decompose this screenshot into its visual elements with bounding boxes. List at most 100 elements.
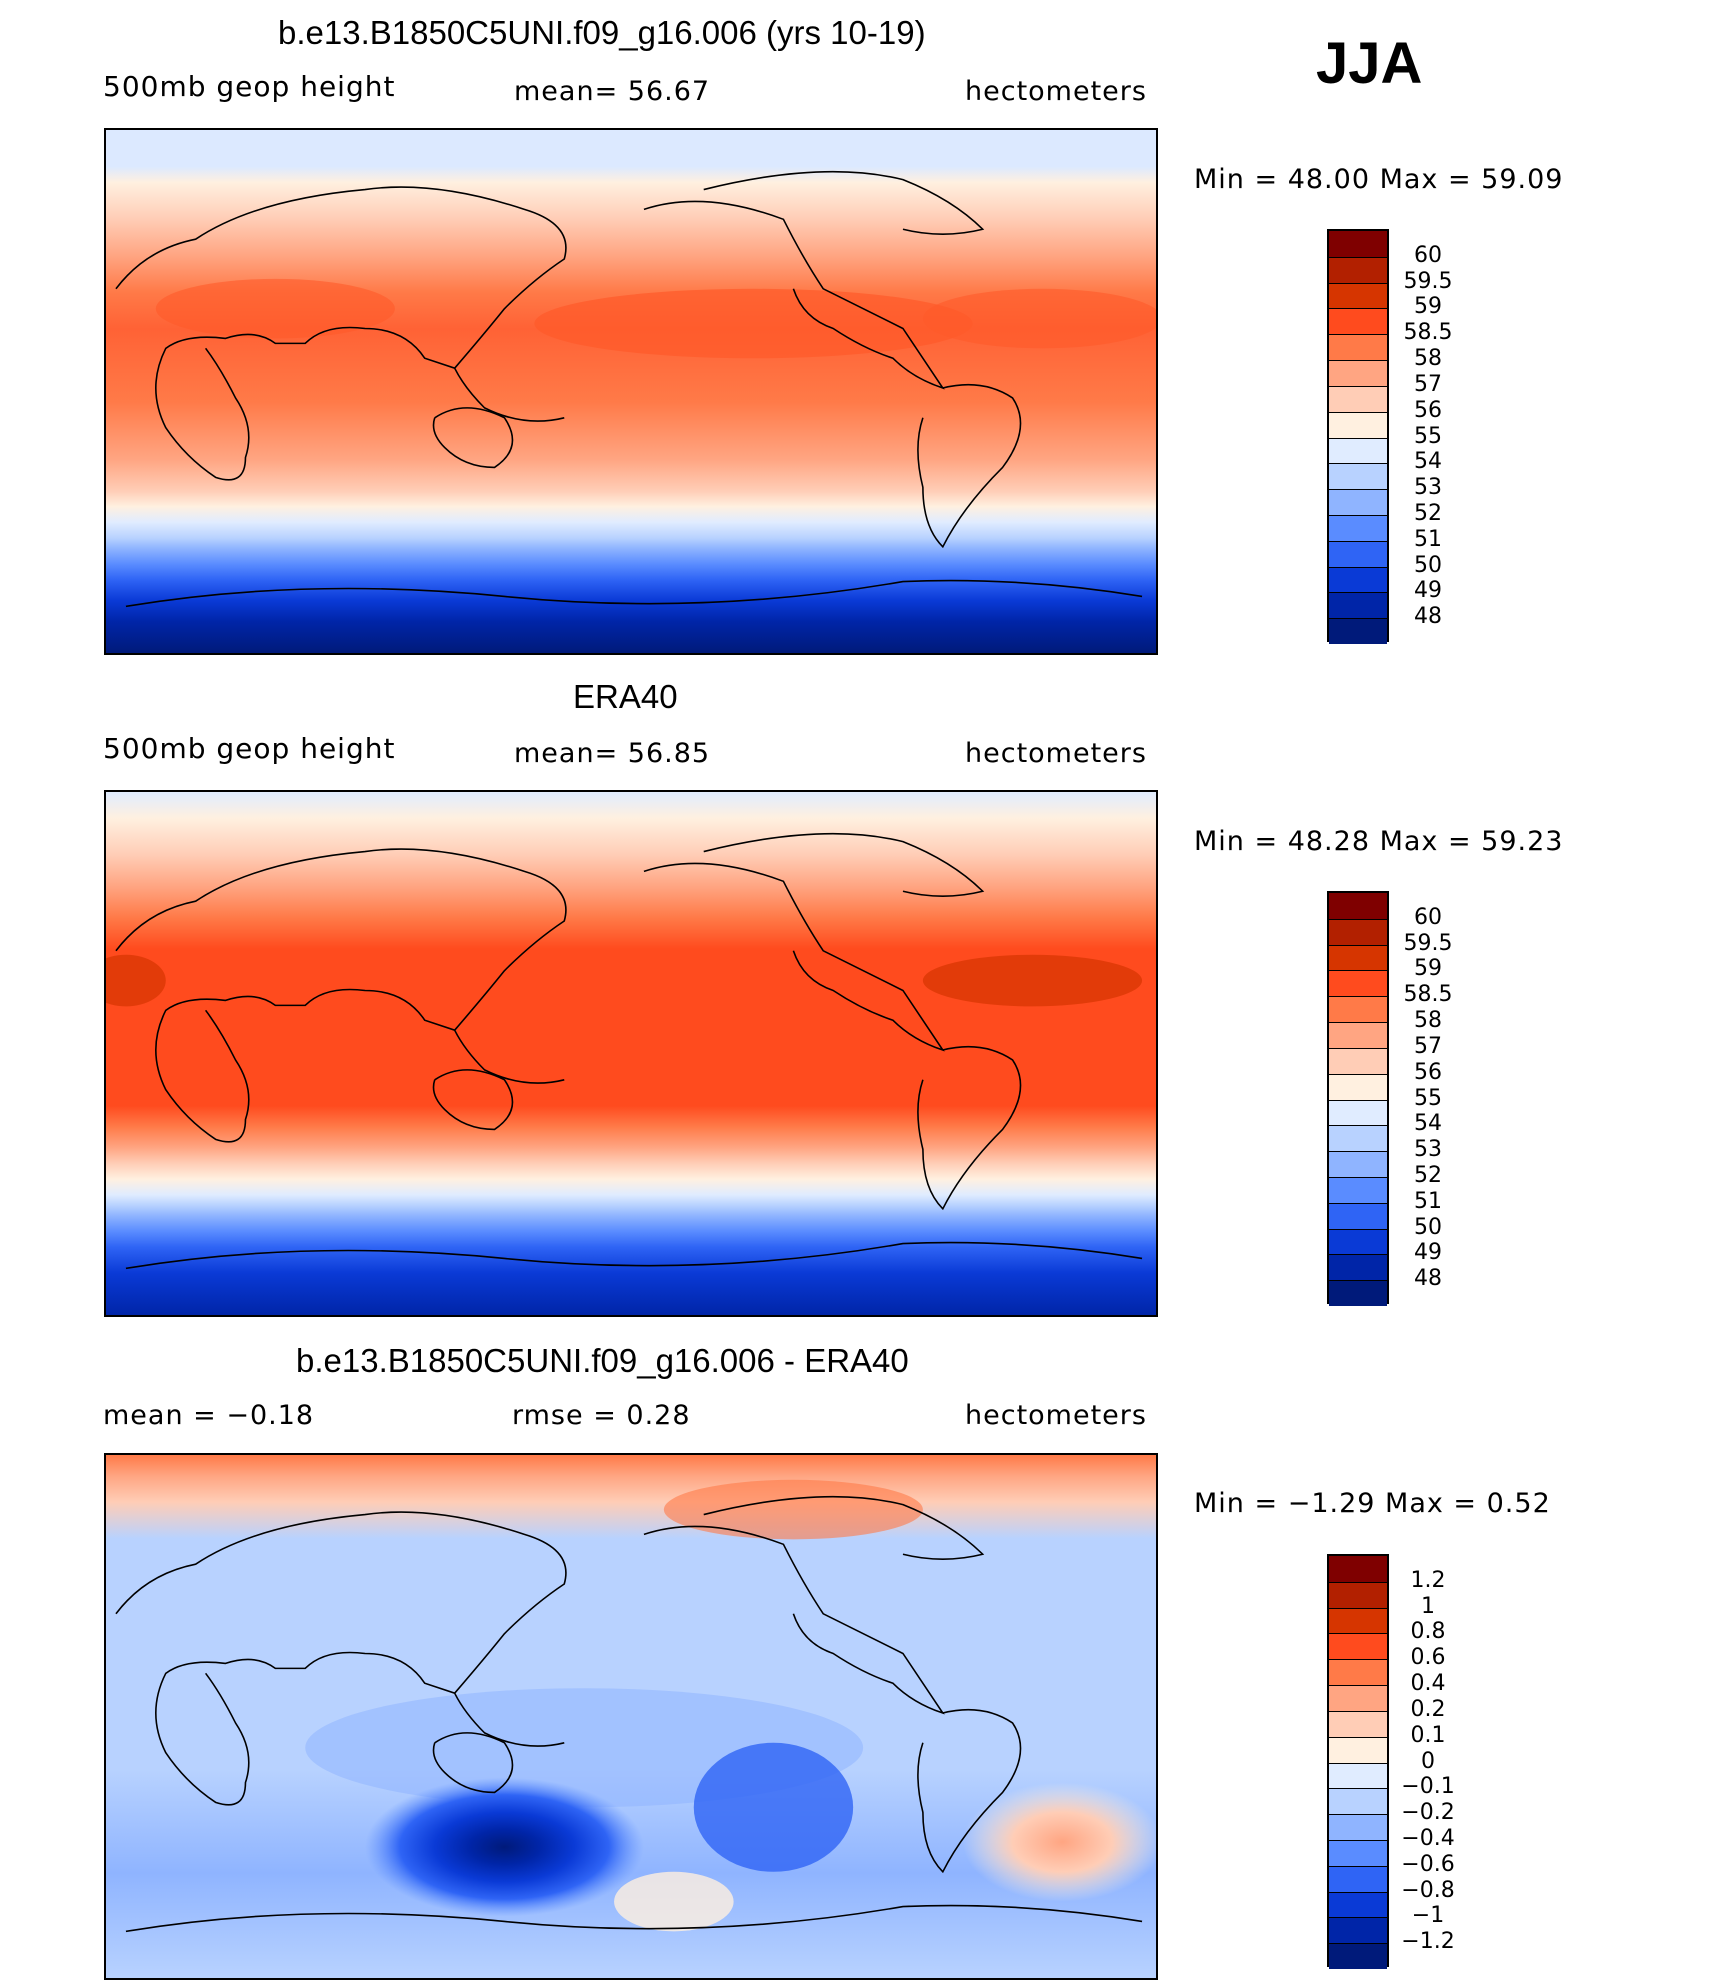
colorbar-swatch xyxy=(1329,1710,1387,1737)
colorbar-swatch xyxy=(1329,282,1387,309)
colorbar-swatch xyxy=(1329,411,1387,438)
colorbar-swatch xyxy=(1329,1814,1387,1840)
panel2-colorbar xyxy=(1327,891,1389,1306)
colorbar-swatch xyxy=(1329,1556,1387,1582)
colorbar-swatch xyxy=(1329,1659,1387,1686)
colorbar-tick-label: 55 xyxy=(1414,423,1442,449)
colorbar-tick-label: 59.5 xyxy=(1403,268,1453,294)
colorbar-swatch xyxy=(1329,334,1387,361)
colorbar-swatch xyxy=(1329,1176,1387,1203)
coastlines xyxy=(115,170,1143,608)
colorbar-tick-label: 53 xyxy=(1414,475,1442,501)
colorbar-tick-label: 50 xyxy=(1414,1214,1442,1240)
panel3-title: b.e13.B1850C5UNI.f09_g16.006 - ERA40 xyxy=(296,1342,909,1379)
colorbar-tick-label: −0.6 xyxy=(1401,1851,1455,1877)
colorbar-swatch xyxy=(1329,970,1387,997)
colorbar-tick-label: 52 xyxy=(1414,1162,1442,1188)
colorbar-swatch xyxy=(1329,1022,1387,1048)
colorbar-swatch xyxy=(1329,1943,1387,1969)
colorbar-swatch xyxy=(1329,1788,1387,1815)
panel1-minmax-label: Min = 48.00 Max = 59.09 xyxy=(1194,164,1564,195)
colorbar-swatch xyxy=(1329,893,1387,919)
colorbar-tick-label: −0.8 xyxy=(1401,1877,1455,1903)
colorbar-swatch xyxy=(1329,360,1387,386)
colorbar-swatch xyxy=(1329,437,1387,464)
colorbar-tick-label: 51 xyxy=(1414,1188,1442,1214)
colorbar-tick-label: 0.2 xyxy=(1410,1696,1446,1722)
colorbar-tick-label: 59 xyxy=(1414,294,1442,320)
colorbar-swatch xyxy=(1329,1228,1387,1255)
colorbar-swatch xyxy=(1329,1073,1387,1100)
colorbar-tick-label: 58.5 xyxy=(1403,320,1453,346)
colorbar-tick-label: 49 xyxy=(1414,578,1442,604)
colorbar-tick-label: 50 xyxy=(1414,552,1442,578)
colorbar-swatch xyxy=(1329,1581,1387,1608)
colorbar-swatch xyxy=(1329,1917,1387,1944)
panel2-map xyxy=(104,790,1158,1317)
colorbar-tick-label: 53 xyxy=(1414,1137,1442,1163)
colorbar-swatch xyxy=(1329,1762,1387,1789)
colorbar-swatch xyxy=(1329,1125,1387,1152)
colorbar-tick-label: 54 xyxy=(1414,1111,1442,1137)
colorbar-tick-label: 0.8 xyxy=(1410,1619,1446,1645)
colorbar-tick-label: 56 xyxy=(1414,397,1442,423)
colorbar-swatch xyxy=(1329,1151,1387,1177)
panel1-units-label: hectometers xyxy=(965,76,1147,107)
colorbar-tick-label: 51 xyxy=(1414,526,1442,552)
panel2-mean-label: mean= 56.85 xyxy=(514,738,711,769)
colorbar-swatch xyxy=(1329,1633,1387,1660)
colorbar-tick-label: 57 xyxy=(1414,371,1442,397)
colorbar-swatch xyxy=(1329,1254,1387,1281)
colorbar-tick-label: 1 xyxy=(1421,1593,1435,1619)
colorbar-swatch xyxy=(1329,944,1387,971)
colorbar-swatch xyxy=(1329,463,1387,490)
panel2-units-label: hectometers xyxy=(965,738,1147,769)
coastlines xyxy=(115,1495,1143,1933)
colorbar-tick-label: 58.5 xyxy=(1403,982,1453,1008)
colorbar-swatch xyxy=(1329,540,1387,567)
colorbar-swatch xyxy=(1329,1280,1387,1306)
panel3-colorbar xyxy=(1327,1554,1389,1969)
colorbar-tick-label: 0 xyxy=(1421,1748,1435,1774)
colorbar-tick-label: 48 xyxy=(1414,1266,1442,1292)
colorbar-tick-label: 49 xyxy=(1414,1240,1442,1266)
colorbar-tick-label: 60 xyxy=(1414,242,1442,268)
colorbar-tick-label: 52 xyxy=(1414,500,1442,526)
panel1-mean-label: mean= 56.67 xyxy=(514,76,711,107)
colorbar-swatch xyxy=(1329,1099,1387,1126)
colorbar-tick-label: 59.5 xyxy=(1403,930,1453,956)
colorbar-tick-label: 0.1 xyxy=(1410,1722,1446,1748)
panel2-left-label: 500mb geop height xyxy=(103,732,396,765)
panel2-minmax-label: Min = 48.28 Max = 59.23 xyxy=(1194,826,1564,857)
colorbar-tick-label: 56 xyxy=(1414,1059,1442,1085)
colorbar-tick-label: −1 xyxy=(1411,1903,1445,1929)
panel3-rmse-label: rmse = 0.28 xyxy=(512,1400,691,1431)
colorbar-swatch xyxy=(1329,1685,1387,1711)
colorbar-swatch xyxy=(1329,308,1387,335)
colorbar-tick-label: 60 xyxy=(1414,904,1442,930)
colorbar-swatch xyxy=(1329,1839,1387,1866)
colorbar-tick-label: 58 xyxy=(1414,1008,1442,1034)
colorbar-tick-label: −1.2 xyxy=(1401,1929,1455,1955)
season-label: JJA xyxy=(1316,31,1423,96)
colorbar-tick-label: 58 xyxy=(1414,346,1442,372)
colorbar-tick-label: 1.2 xyxy=(1410,1567,1446,1593)
colorbar-tick-label: 0.6 xyxy=(1410,1645,1446,1671)
colorbar-tick-label: 48 xyxy=(1414,604,1442,630)
colorbar-swatch xyxy=(1329,918,1387,945)
colorbar-swatch xyxy=(1329,1865,1387,1892)
colorbar-swatch xyxy=(1329,1891,1387,1918)
colorbar-swatch xyxy=(1329,256,1387,283)
panel1-left-label: 500mb geop height xyxy=(103,70,396,103)
panel3-map xyxy=(104,1453,1158,1980)
colorbar-swatch xyxy=(1329,1736,1387,1763)
colorbar-swatch xyxy=(1329,385,1387,412)
panel3-minmax-label: Min = −1.29 Max = 0.52 xyxy=(1194,1488,1551,1519)
panel1-title: b.e13.B1850C5UNI.f09_g16.006 (yrs 10-19) xyxy=(278,14,926,51)
colorbar-swatch xyxy=(1329,618,1387,644)
panel2-title: ERA40 xyxy=(573,678,678,715)
colorbar-swatch xyxy=(1329,231,1387,257)
panel1-map xyxy=(104,128,1158,655)
panel1-colorbar xyxy=(1327,229,1389,644)
